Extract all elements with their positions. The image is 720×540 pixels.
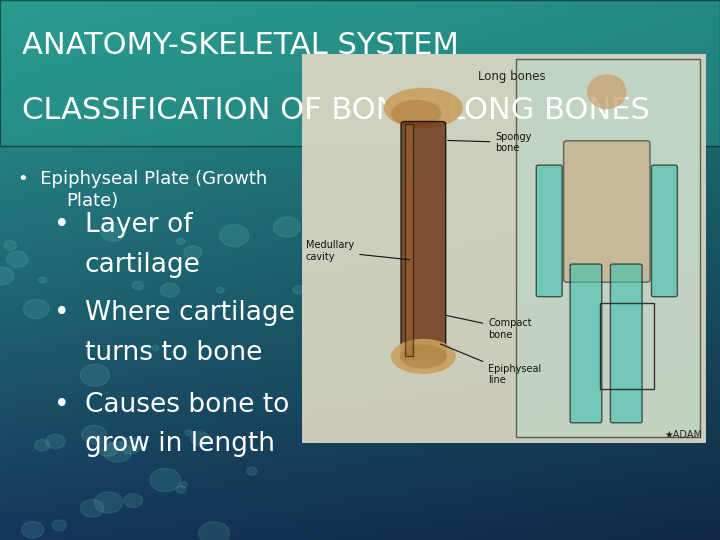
Circle shape [150,469,181,492]
Text: turns to bone: turns to bone [85,340,262,366]
Circle shape [98,442,118,456]
Circle shape [4,241,17,250]
Text: •: • [54,300,70,326]
Circle shape [52,520,66,531]
Text: Long bones: Long bones [478,70,546,83]
Circle shape [185,430,192,436]
Circle shape [246,467,257,475]
FancyBboxPatch shape [611,264,642,423]
Circle shape [81,500,104,517]
Text: •  Epiphyseal Plate (Growth: • Epiphyseal Plate (Growth [18,170,267,188]
Circle shape [274,217,300,237]
Text: grow in length: grow in length [85,431,275,457]
Circle shape [46,434,65,449]
Circle shape [120,437,141,454]
FancyBboxPatch shape [405,124,413,356]
FancyBboxPatch shape [516,59,700,437]
Text: CLASSIFICATION OF BONES-LONG BONES: CLASSIFICATION OF BONES-LONG BONES [22,96,649,125]
Text: Causes bone to: Causes bone to [85,392,289,418]
Circle shape [293,286,304,294]
Text: Epiphyseal
line: Epiphyseal line [441,344,541,386]
Text: ANATOMY-SKELETAL SYSTEM: ANATOMY-SKELETAL SYSTEM [22,31,459,60]
Circle shape [94,492,122,513]
Circle shape [104,442,131,462]
FancyBboxPatch shape [652,165,678,296]
Circle shape [81,364,109,386]
FancyBboxPatch shape [570,264,602,423]
Circle shape [161,284,179,297]
Circle shape [177,238,185,244]
Circle shape [199,522,230,540]
Ellipse shape [587,75,626,110]
Circle shape [22,522,44,538]
Circle shape [132,281,143,289]
Ellipse shape [391,100,441,127]
Text: Layer of: Layer of [85,212,192,238]
Text: Spongy
bone: Spongy bone [448,132,532,153]
FancyBboxPatch shape [536,165,562,296]
Circle shape [176,486,186,493]
Circle shape [7,251,28,267]
Text: Medullary
cavity: Medullary cavity [306,240,410,262]
Circle shape [81,426,107,444]
Text: •: • [54,212,70,238]
Circle shape [124,494,143,508]
Circle shape [0,267,14,285]
Text: Compact
bone: Compact bone [445,315,532,340]
Circle shape [24,299,49,319]
FancyBboxPatch shape [0,0,720,146]
Circle shape [101,222,125,241]
Ellipse shape [400,345,446,368]
Ellipse shape [384,88,463,129]
FancyBboxPatch shape [564,141,650,282]
Text: Plate): Plate) [66,192,119,210]
FancyBboxPatch shape [302,54,706,443]
Text: Where cartilage: Where cartilage [85,300,294,326]
Circle shape [35,440,50,451]
Ellipse shape [391,339,456,374]
Text: •: • [54,392,70,418]
Circle shape [191,432,210,446]
Circle shape [180,482,187,488]
Circle shape [155,399,161,404]
Circle shape [184,246,202,259]
Circle shape [152,346,159,350]
Text: ★ADAM: ★ADAM [664,430,702,440]
Circle shape [39,277,47,283]
Circle shape [217,287,225,293]
Text: cartilage: cartilage [85,252,201,278]
Circle shape [220,225,249,246]
FancyBboxPatch shape [401,122,446,359]
